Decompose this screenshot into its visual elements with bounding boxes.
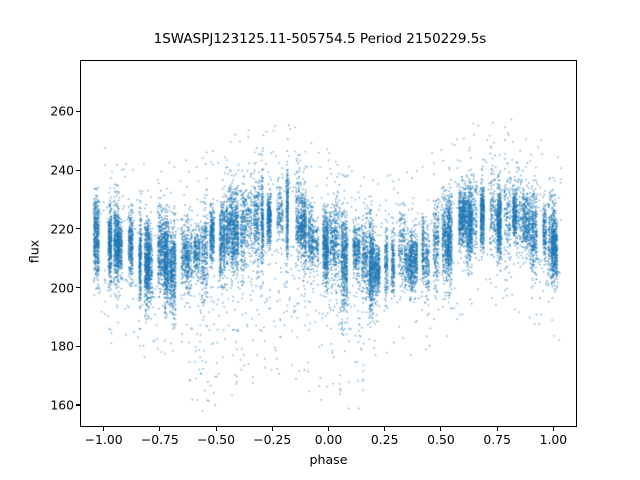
y-tick-mark xyxy=(76,228,80,230)
y-tick-mark xyxy=(76,404,80,406)
y-axis-label: flux xyxy=(26,239,42,263)
y-tick-mark xyxy=(76,345,80,347)
x-tick-label: 0.50 xyxy=(427,432,455,447)
x-axis-label: phase xyxy=(309,452,348,467)
y-tick-mark xyxy=(76,169,80,171)
x-tick-label: −0.25 xyxy=(253,432,292,447)
page-title: 1SWASPJ123125.11-505754.5 Period 2150229… xyxy=(153,31,487,47)
y-tick-mark xyxy=(76,110,80,112)
x-tick-mark xyxy=(496,427,498,431)
x-tick-mark xyxy=(327,427,330,431)
y-tick-mark xyxy=(76,286,80,289)
x-tick-mark xyxy=(103,427,105,431)
y-tick-label: 220 xyxy=(50,221,74,237)
y-tick-label: 240 xyxy=(50,162,74,178)
x-tick-mark xyxy=(271,427,273,431)
y-tick-label: 160 xyxy=(50,397,74,413)
x-tick-label: −0.75 xyxy=(140,432,179,447)
x-tick-label: 0.00 xyxy=(314,432,343,447)
x-tick-mark xyxy=(440,427,442,431)
x-tick-mark xyxy=(215,427,217,431)
x-tick-mark xyxy=(159,427,161,431)
x-tick-label: −1.00 xyxy=(84,432,123,447)
y-tick-label: 200 xyxy=(50,280,74,296)
x-tick-label: 0.25 xyxy=(370,432,399,447)
x-tick-mark xyxy=(384,427,386,431)
scatter-plot-canvas xyxy=(80,60,577,427)
x-tick-label: −0.50 xyxy=(197,432,236,447)
x-tick-label: 0.75 xyxy=(483,432,511,447)
x-tick-label: 1.00 xyxy=(539,432,568,447)
x-tick-mark xyxy=(552,427,554,431)
y-tick-label: 260 xyxy=(50,103,74,119)
y-tick-label: 180 xyxy=(50,338,74,354)
